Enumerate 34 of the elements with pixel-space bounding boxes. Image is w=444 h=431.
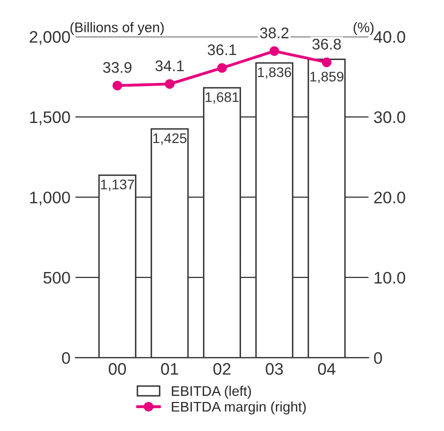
x-tick-label: 00 (108, 363, 126, 375)
data-label: 33.9 (103, 62, 132, 73)
x-tick-label: 02 (213, 363, 230, 375)
data-label: 1,137 (101, 180, 134, 192)
y-axis-title: (Billions of yen) (70, 22, 164, 36)
point (269, 46, 280, 56)
y2-tick-label: 20.0 (374, 192, 406, 204)
data-label: 1,836 (258, 67, 292, 79)
y2-tick-label: 0 (374, 352, 382, 364)
y2-tick-label: 30.0 (374, 111, 406, 124)
data-label: 36.8 (312, 38, 341, 50)
y-tick-label: 1,000 (30, 192, 70, 206)
y-tick-label: 2,000 (30, 31, 70, 45)
data-label: 34.1 (155, 60, 184, 72)
data-label: 1,859 (310, 72, 344, 84)
legend-label: EBITDA (left) (172, 386, 251, 399)
data-label: 38.2 (260, 28, 288, 38)
x-tick-label: 01 (161, 363, 178, 375)
point (112, 80, 122, 90)
data-label: 1,425 (153, 133, 186, 145)
point (164, 79, 175, 89)
point (217, 63, 227, 73)
y-tick-label: 1,500 (30, 111, 70, 126)
y2-tick-label: 40.0 (374, 31, 406, 43)
x-tick-label: 03 (266, 363, 283, 375)
legend-label: EBITDA margin (right) (172, 401, 306, 414)
data-label: 36.1 (208, 44, 236, 56)
point (322, 57, 332, 68)
y2-tick-label: 10.0 (374, 272, 406, 284)
y2-axis-title: (%) (354, 22, 374, 36)
y-tick-label: 500 (43, 272, 70, 284)
data-label: 1,681 (206, 92, 239, 104)
x-tick-label: 04 (318, 363, 336, 375)
y-tick-label: 0 (62, 352, 70, 364)
